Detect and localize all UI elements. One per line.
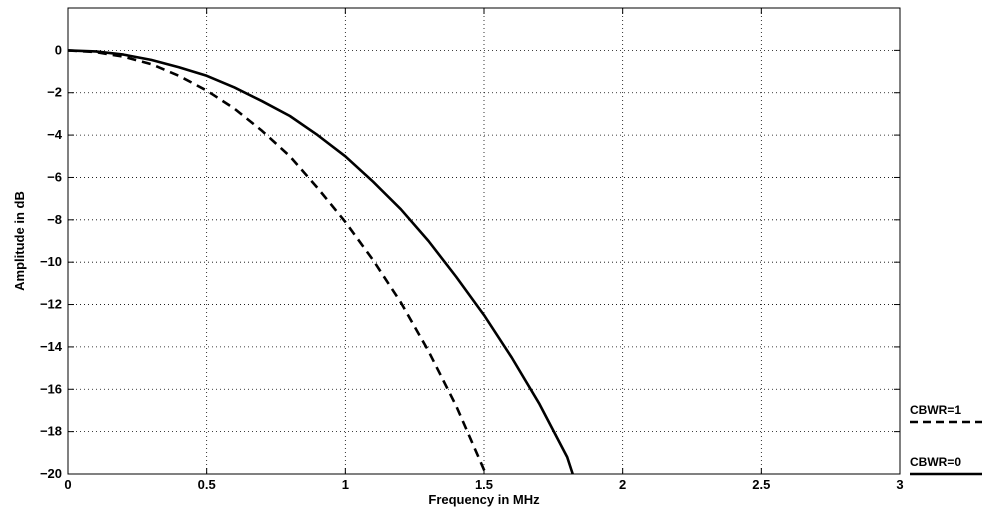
y-tick-label: 0 [55,42,62,57]
y-tick-label: −6 [47,169,62,184]
series-line-cbwr-1 [67,49,488,475]
x-tick-label: 0 [64,477,71,492]
y-axis-label: Amplitude in dB [12,191,27,291]
series-line-cbwr-0 [67,49,574,475]
x-tick-label: 3 [896,477,903,492]
grid [68,8,900,474]
y-tick-label: −2 [47,85,62,100]
x-tick-label: 1 [342,477,349,492]
series-layer [67,49,574,475]
y-tick-label: −20 [40,466,62,481]
x-tick-label: 0.5 [198,477,216,492]
x-tick-label: 2.5 [752,477,770,492]
y-tick-label: −18 [40,424,62,439]
y-tick-label: −14 [40,339,63,354]
y-tick-label: −10 [40,254,62,269]
legend: CBWR=1 CBWR=0 [910,403,982,476]
legend-label-cbwr1: CBWR=1 [910,403,961,417]
y-tick-label: −12 [40,297,62,312]
tick-layer: 0 0.5 1 1.5 2 2.5 3 0 −2 −4 −6 −8 −10 −12 −14 −16 −18 −20 [40,8,904,492]
y-tick-label: −4 [47,127,63,142]
x-tick-label: 1.5 [475,477,493,492]
legend-label-cbwr0: CBWR=0 [910,455,961,469]
y-tick-label: −16 [40,381,62,396]
y-tick-label: −8 [47,212,62,227]
x-axis-label: Frequency in MHz [428,492,540,507]
x-tick-label: 2 [619,477,626,492]
